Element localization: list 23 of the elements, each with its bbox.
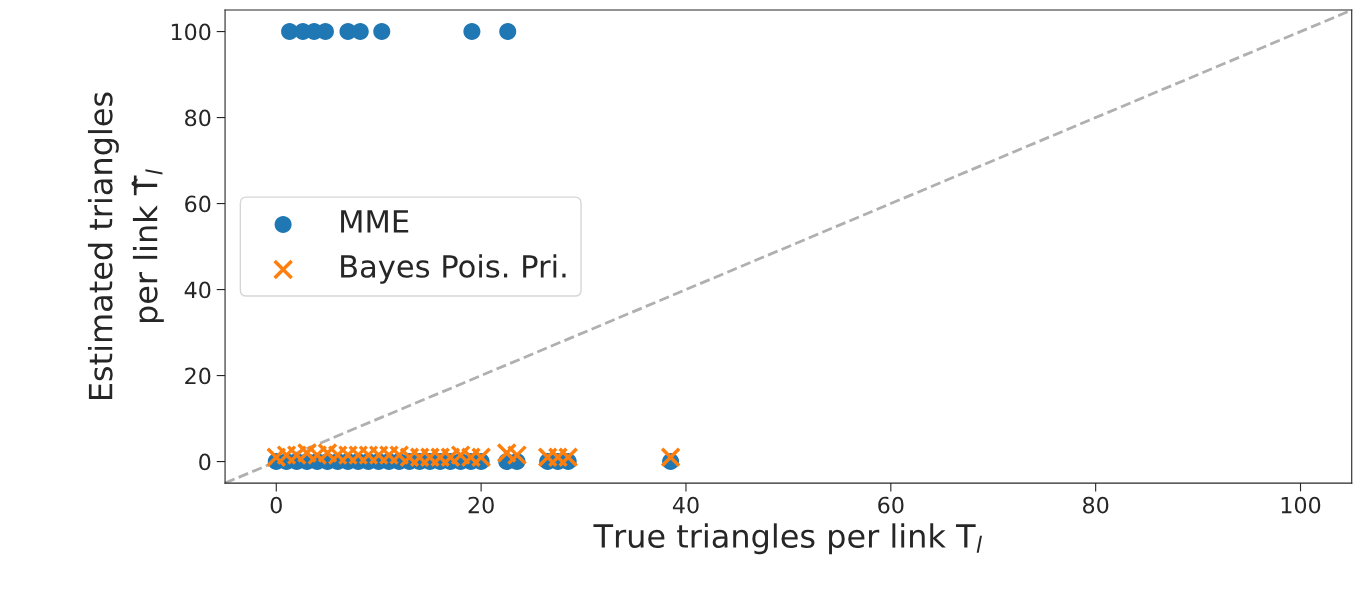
y-tick-label: 100 — [171, 23, 211, 41]
y-axis-title: Estimated triangles per link T̂$_{l}$ — [87, 92, 164, 400]
x-tick-label: 80 — [1083, 496, 1109, 514]
x-tick-label: 20 — [468, 496, 494, 514]
x-tick-label: 0 — [270, 496, 282, 514]
x-axis-title: True triangles per link T$_{l}$ — [593, 523, 982, 555]
point — [496, 442, 517, 464]
point — [547, 447, 569, 468]
point — [660, 447, 681, 468]
y-tick-label: 80 — [185, 109, 211, 127]
point — [506, 444, 528, 466]
y-tick-label: 20 — [185, 367, 211, 385]
y-tick-label: 40 — [184, 281, 211, 299]
point — [463, 23, 481, 41]
y-tick-label: 60 — [185, 195, 211, 213]
point — [373, 23, 391, 41]
x-tick-label: 40 — [672, 496, 699, 514]
y-tick-label: 0 — [199, 453, 211, 471]
legend-label: Bayes Pois. Pri. — [341, 254, 566, 284]
x-tick-label: 100 — [1281, 496, 1321, 514]
point — [499, 23, 517, 41]
x-tick-label: 60 — [878, 496, 904, 514]
legend-label: MME — [341, 210, 409, 233]
